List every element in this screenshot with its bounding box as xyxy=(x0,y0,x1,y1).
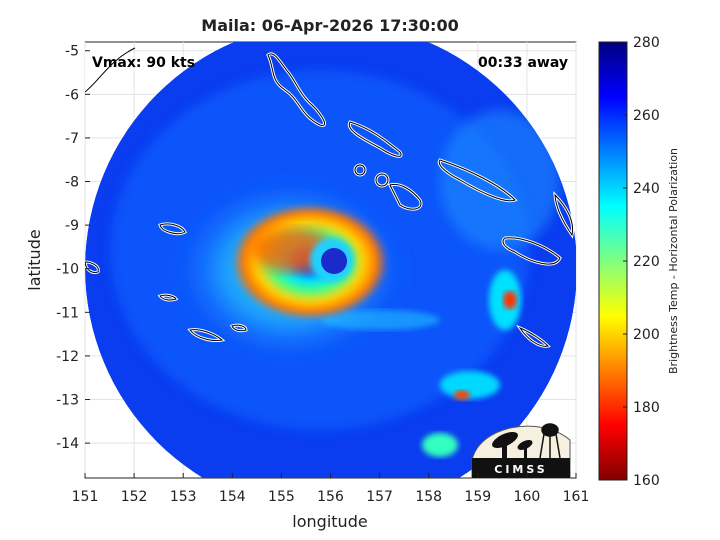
cimss-logo: CIMSS xyxy=(471,423,571,479)
vmax-label: Vmax: 90 kts xyxy=(92,55,195,71)
microwave-swath xyxy=(85,42,576,478)
x-tick-label: 155 xyxy=(268,489,295,505)
y-tick-label: -11 xyxy=(56,305,79,321)
y-tick-label: -14 xyxy=(56,436,79,452)
colorbar: 280 260 240 220 200 180 160 Brightness Temp - … xyxy=(598,35,680,489)
x-tick-label: 151 xyxy=(72,489,99,505)
y-tick-label: -8 xyxy=(65,175,79,191)
y-tick-label: -12 xyxy=(56,349,79,365)
time-away-label: 00:33 away xyxy=(478,55,568,71)
colorbar-ticks: 280 260 240 220 200 180 160 xyxy=(623,35,660,489)
y-tick-label: -9 xyxy=(65,218,79,234)
x-tick-label: 154 xyxy=(219,489,246,505)
colorbar-tick-label: 260 xyxy=(633,108,660,124)
colorbar-tick-label: 220 xyxy=(633,254,660,270)
y-tick-label: -10 xyxy=(56,262,79,278)
x-tick-label: 156 xyxy=(317,489,344,505)
y-axis-label: latitude xyxy=(25,229,44,290)
y-tick-label: -7 xyxy=(65,131,79,147)
logo-text: CIMSS xyxy=(494,463,547,476)
x-tick-label: 158 xyxy=(415,489,442,505)
coastlines xyxy=(85,47,575,348)
colorbar-tick-label: 180 xyxy=(633,400,660,416)
x-tick-label: 161 xyxy=(563,489,590,505)
colorbar-tick-label: 200 xyxy=(633,327,660,343)
figure-title: Maila: 06-Apr-2026 17:30:00 xyxy=(201,16,458,35)
y-tick-label: -6 xyxy=(65,87,79,103)
storm-eye xyxy=(321,248,347,274)
x-axis-label: longitude xyxy=(292,512,367,531)
y-tick-label: -13 xyxy=(56,393,79,409)
x-tick-label: 152 xyxy=(121,489,148,505)
y-axis: -5 -6 -7 -8 -9 -10 -11 -12 -13 -14 xyxy=(56,44,90,452)
water-tower-icon xyxy=(539,423,561,459)
colorbar-label: Brightness Temp - Horizontal Polarizatio… xyxy=(667,148,680,374)
plot-area: Vmax: 90 kts 00:33 away CIMSS 151 152 153 1… xyxy=(56,41,590,505)
colorbar-tick-label: 160 xyxy=(633,473,660,489)
colorbar-tick-label: 240 xyxy=(633,181,660,197)
x-tick-label: 160 xyxy=(514,489,541,505)
y-tick-label: -5 xyxy=(65,44,79,60)
colorbar-tick-label: 280 xyxy=(633,35,660,51)
x-tick-label: 159 xyxy=(464,489,491,505)
x-tick-label: 157 xyxy=(366,489,393,505)
x-tick-label: 153 xyxy=(170,489,197,505)
satellite-dish-icon xyxy=(492,431,533,458)
x-axis: 151 152 153 154 155 156 157 158 159 160 161 xyxy=(72,473,590,505)
